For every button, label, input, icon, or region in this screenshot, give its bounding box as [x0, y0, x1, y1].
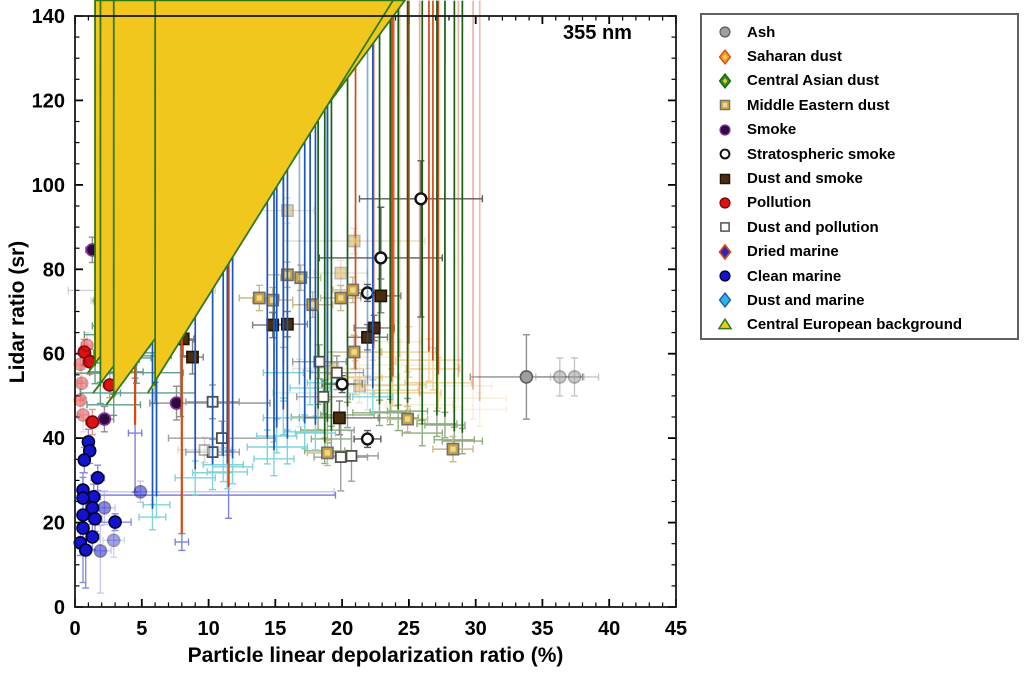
legend-item-clean-marine: Clean marine	[702, 264, 1017, 288]
legend-item-smoke: Smoke	[702, 118, 1017, 142]
legend: Ash Saharan dust Central Asian dust Middle …	[700, 13, 1019, 340]
middle-eastern-dust-marker-icon	[719, 100, 731, 111]
legend-item-central-european-background: Central European background	[702, 313, 1017, 337]
wavelength-annotation: 355 nm	[563, 22, 632, 44]
legend-label: Ash	[747, 23, 776, 41]
x-tick-labels: 0 5 10 15 20 25 30 35 40 45	[69, 618, 687, 640]
legend-item-stratospheric-smoke: Stratospheric smoke	[702, 142, 1017, 166]
y-tick-label: 60	[43, 344, 65, 366]
legend-label: Pollution	[747, 194, 812, 212]
y-tick-label: 100	[32, 175, 65, 197]
dust-and-pollution-marker-icon	[720, 222, 730, 233]
y-tick-label: 20	[43, 513, 65, 535]
x-tick-label: 30	[465, 618, 487, 640]
saharan-dust-marker-icon	[718, 48, 732, 65]
x-tick-label: 20	[331, 618, 353, 640]
series-pollution	[73, 338, 117, 429]
y-tick-label: 80	[43, 259, 65, 281]
series-clean-marine	[73, 435, 148, 558]
legend-label: Dust and marine	[747, 291, 865, 309]
plot-border	[74, 15, 677, 608]
legend-item-pollution: Pollution	[702, 191, 1017, 215]
central-asian-dust-marker-icon	[718, 72, 732, 89]
legend-label: Central Asian dust	[747, 72, 879, 90]
legend-label: Middle Eastern dust	[747, 96, 890, 114]
x-tick-label: 5	[136, 618, 147, 640]
legend-item-dust-and-marine: Dust and marine	[702, 288, 1017, 312]
legend-label: Smoke	[747, 121, 797, 139]
y-axis-label: Lidar ratio (sr)	[6, 240, 29, 384]
x-axis-label: Particle linear depolarization ratio (%)	[187, 644, 564, 667]
legend-label: Central European background	[747, 316, 963, 334]
y-tick-label: 140	[32, 6, 65, 28]
y-tick-label: 120	[32, 90, 65, 112]
stratospheric-smoke-marker-icon	[719, 148, 731, 160]
legend-label: Dust and pollution	[747, 218, 879, 236]
central-european-background-marker-icon	[717, 317, 733, 330]
x-tick-label: 25	[398, 618, 420, 640]
legend-label: Dust and smoke	[747, 170, 863, 188]
y-tick-label: 40	[43, 428, 65, 450]
legend-item-ash: Ash	[702, 20, 1017, 44]
series-central-asian-dust	[317, 0, 464, 448]
x-tick-label: 0	[69, 618, 80, 640]
dust-and-smoke-marker-icon	[719, 173, 731, 184]
x-tick-label: 40	[598, 618, 620, 640]
legend-label: Saharan dust	[747, 48, 843, 66]
clean-marine-marker-icon	[719, 270, 731, 282]
y-tick-labels: 0 20 40 60 80 100 120 140	[32, 6, 65, 619]
legend-item-dust-and-pollution: Dust and pollution	[702, 215, 1017, 239]
legend-item-saharan-dust: Saharan dust	[702, 44, 1017, 68]
dust-and-marine-marker-icon	[718, 292, 732, 309]
x-tick-label: 10	[197, 618, 219, 640]
legend-label: Clean marine	[747, 267, 842, 285]
legend-label: Dried marine	[747, 243, 839, 261]
legend-item-dust-and-smoke: Dust and smoke	[702, 166, 1017, 190]
series-central-european-background	[86, 0, 407, 406]
x-tick-label: 45	[665, 618, 687, 640]
legend-item-dried-marine: Dried marine	[702, 240, 1017, 264]
legend-label: Stratospheric smoke	[747, 145, 896, 163]
x-tick-label: 35	[531, 618, 553, 640]
y-tick-label: 0	[54, 597, 65, 619]
legend-item-middle-eastern-dust: Middle Eastern dust	[702, 93, 1017, 117]
smoke-marker-icon	[719, 124, 731, 136]
x-tick-label: 15	[264, 618, 286, 640]
dried-marine-marker-icon	[718, 243, 732, 261]
ash-marker-icon	[719, 26, 731, 38]
legend-item-central-asian-dust: Central Asian dust	[702, 69, 1017, 93]
pollution-marker-icon	[719, 197, 731, 209]
